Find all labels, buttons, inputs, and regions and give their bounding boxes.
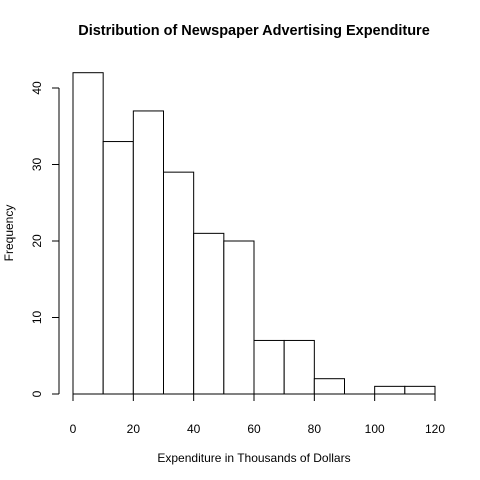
x-tick-label: 100: [365, 422, 385, 436]
histogram-bar: [163, 171, 195, 395]
x-tick-label: 120: [425, 422, 445, 436]
y-tick-label: 40: [30, 81, 44, 95]
histogram-bar: [374, 385, 406, 395]
y-axis-label: Frequency: [2, 205, 16, 262]
histogram-bar: [313, 378, 346, 395]
x-axis: 0 20 40 60 80 100 120: [70, 393, 445, 436]
chart-title: Distribution of Newspaper Advertising Ex…: [78, 23, 430, 39]
x-tick-label: 40: [187, 422, 201, 436]
y-tick-label: 20: [30, 234, 44, 248]
histogram-bar: [253, 339, 285, 395]
histogram-bar: [193, 232, 225, 395]
x-tick-label: 20: [127, 422, 141, 436]
y-axis: 0 10 20 30 40: [30, 81, 60, 397]
y-tick-label: 0: [30, 390, 44, 397]
histogram-bar: [132, 110, 164, 395]
y-tick-label: 30: [30, 158, 44, 172]
bars-group: [72, 72, 436, 395]
histogram-bar: [404, 385, 436, 395]
histogram-bar: [72, 72, 104, 395]
histogram-bar: [102, 141, 134, 395]
x-tick-label: 0: [70, 422, 77, 436]
histogram-bar: [283, 339, 315, 395]
histogram-bar: [223, 240, 255, 395]
x-axis-label: Expenditure in Thousands of Dollars: [157, 451, 350, 465]
y-tick-label: 10: [30, 311, 44, 325]
x-tick-label: 60: [247, 422, 261, 436]
x-tick-label: 80: [308, 422, 322, 436]
